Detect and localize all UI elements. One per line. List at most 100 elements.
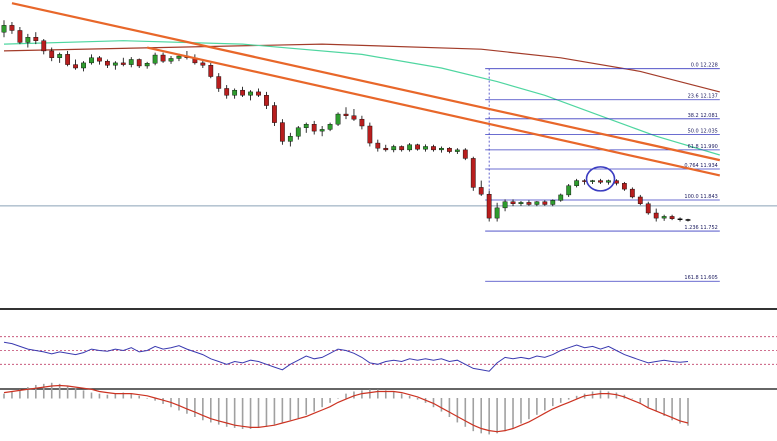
candle [478, 180, 484, 196]
candle-body [319, 129, 325, 132]
candle-body [558, 194, 564, 201]
candle-body [478, 187, 484, 195]
candle [57, 52, 63, 63]
candle [1, 20, 7, 38]
candle [606, 179, 611, 185]
candle-body [431, 146, 436, 151]
candle-body [41, 40, 47, 52]
candle-body [279, 122, 285, 142]
candle-body [502, 201, 508, 209]
candle-body [470, 158, 476, 188]
candle-body [81, 62, 86, 69]
candle [343, 107, 349, 120]
candle-body [598, 180, 603, 183]
candle-body [518, 202, 524, 204]
candle-body [375, 142, 381, 149]
candle [590, 179, 595, 184]
candle-body [295, 127, 301, 137]
candle-body [264, 95, 269, 106]
candle [621, 181, 627, 191]
candle-body [25, 37, 31, 43]
candle-body [49, 50, 55, 58]
candle [518, 201, 524, 206]
candle [454, 148, 460, 154]
candle [232, 88, 238, 99]
candle-body [542, 201, 548, 205]
candle [168, 56, 174, 64]
candle-body [367, 125, 373, 144]
candle [81, 61, 86, 72]
candle [152, 52, 158, 66]
candle [25, 33, 31, 48]
candle [327, 122, 333, 132]
candle-body [240, 89, 245, 96]
candle [335, 112, 341, 126]
candle-body [57, 54, 63, 58]
candle-body [9, 25, 15, 31]
candle-body [685, 219, 691, 221]
candle [33, 32, 39, 45]
fib-level-label: 38.2 12.081 [688, 113, 718, 119]
candle [65, 50, 71, 67]
candle-body [606, 180, 611, 183]
candle [120, 57, 126, 67]
candle [542, 200, 548, 206]
candle-body [407, 144, 413, 151]
candle-body [89, 57, 94, 64]
candle [637, 194, 643, 206]
candle-body [120, 62, 126, 65]
candle-body [669, 216, 675, 219]
candle-body [152, 54, 158, 64]
candle [677, 217, 683, 222]
highlight-circle [585, 166, 616, 192]
candle [73, 59, 78, 70]
moving-average-line-2 [3, 40, 720, 156]
candle [49, 47, 55, 62]
candle [9, 21, 15, 34]
candle-body [327, 124, 333, 130]
candle-body [232, 89, 238, 96]
candle [653, 208, 659, 222]
candle [629, 187, 635, 199]
candle [526, 200, 532, 206]
candle [295, 126, 301, 140]
fib-level-label: 61.8 11.990 [688, 144, 718, 150]
candle [447, 147, 452, 154]
candle [502, 199, 508, 212]
candle [558, 193, 564, 202]
candle [494, 202, 500, 222]
candle [128, 57, 134, 68]
candle-body [1, 25, 7, 33]
candle-body [526, 202, 532, 205]
candle [415, 143, 420, 151]
trend-line-2 [146, 46, 721, 177]
candle-body [65, 54, 71, 65]
candle [574, 178, 580, 188]
oscillator-line [3, 341, 689, 372]
candle-body [423, 146, 428, 150]
candle [423, 144, 428, 152]
candle-body [224, 88, 230, 96]
fib-level-label: 50.0 12.035 [688, 129, 718, 135]
candle [272, 102, 277, 126]
candle-body [272, 105, 277, 123]
candle-body [447, 147, 452, 152]
candle-body [574, 180, 580, 186]
candle-body [216, 76, 222, 89]
candle [391, 144, 397, 153]
candle-body [534, 201, 540, 205]
candle [311, 120, 317, 135]
candle [383, 144, 389, 152]
candle [359, 115, 365, 130]
candle [439, 146, 444, 153]
fib-level-label: 0.0 12.228 [691, 63, 718, 69]
fib-level-label: 161.8 11.605 [684, 275, 717, 281]
candle [598, 178, 603, 184]
candle [462, 148, 468, 161]
candle [112, 61, 118, 70]
candle-body [486, 194, 492, 219]
candle-body [494, 207, 500, 219]
candle-body [391, 146, 397, 151]
candle [319, 126, 325, 137]
candle [645, 201, 651, 215]
